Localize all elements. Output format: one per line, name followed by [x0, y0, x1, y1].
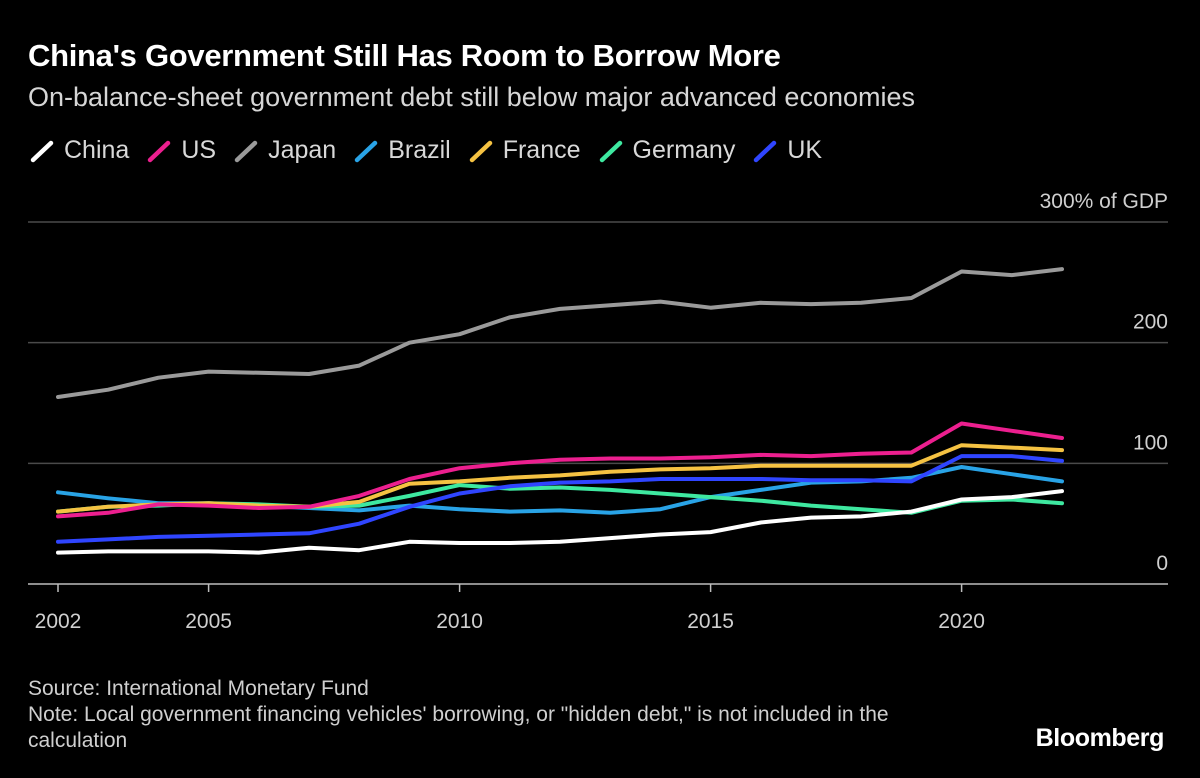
legend-item-germany: Germany	[597, 136, 736, 165]
y-tick-label-200: 200	[1133, 311, 1168, 334]
legend-item-china: China	[28, 136, 129, 165]
line-chart: 0 100 200 300% of GDP 2002 2005 2010 2015 2020	[28, 190, 1168, 633]
legend-label-brazil: Brazil	[388, 136, 451, 164]
legend-label-china: China	[64, 136, 130, 164]
legend-label-japan: Japan	[268, 136, 337, 164]
series-line-us	[56, 421, 1064, 519]
chart-title: China's Government Still Has Room to Bor…	[28, 38, 781, 73]
series-line-china	[56, 489, 1064, 555]
legend-label-france: France	[502, 136, 581, 164]
methodology-note: Note: Local government financing vehicle…	[28, 703, 889, 752]
legend-label-uk: UK	[787, 136, 823, 164]
series-line-uk	[56, 454, 1064, 544]
legend-swatch-france	[469, 140, 492, 162]
legend-item-france: France	[467, 136, 581, 165]
legend-swatch-japan	[234, 140, 258, 162]
legend-swatch-brazil	[354, 140, 378, 162]
legend-swatch-uk	[754, 140, 777, 162]
legend-item-japan: Japan	[232, 136, 336, 165]
x-tick-label-2005: 2005	[185, 610, 232, 633]
x-tick-label-2020: 2020	[938, 610, 985, 633]
legend-label-germany: Germany	[632, 136, 736, 164]
legend-label-us: US	[181, 136, 217, 164]
series-line-france	[56, 443, 1064, 514]
chart-subtitle: On-balance-sheet government debt still b…	[28, 82, 915, 112]
source-note: Source: International Monetary Fund	[28, 677, 369, 700]
bloomberg-logo: Bloomberg	[1035, 724, 1165, 752]
legend-item-us: US	[145, 136, 216, 165]
legend-item-brazil: Brazil	[352, 136, 451, 165]
x-tick-label-2002: 2002	[35, 610, 82, 633]
legend-swatch-germany	[599, 140, 622, 162]
y-tick-label-0: 0	[1156, 552, 1168, 575]
x-tick-label-2010: 2010	[436, 610, 483, 633]
legend-swatch-china	[30, 140, 54, 162]
y-tick-label-300: 300% of GDP	[1040, 190, 1168, 213]
y-tick-label-100: 100	[1133, 431, 1168, 454]
series-line-japan	[56, 267, 1064, 399]
legend-item-uk: UK	[751, 136, 822, 165]
footer: Source: International Monetary Fund Note…	[28, 676, 928, 754]
x-tick-label-2015: 2015	[687, 610, 734, 633]
legend-swatch-us	[148, 140, 171, 162]
legend: China US Japan Brazil France Germany UK	[28, 136, 838, 165]
